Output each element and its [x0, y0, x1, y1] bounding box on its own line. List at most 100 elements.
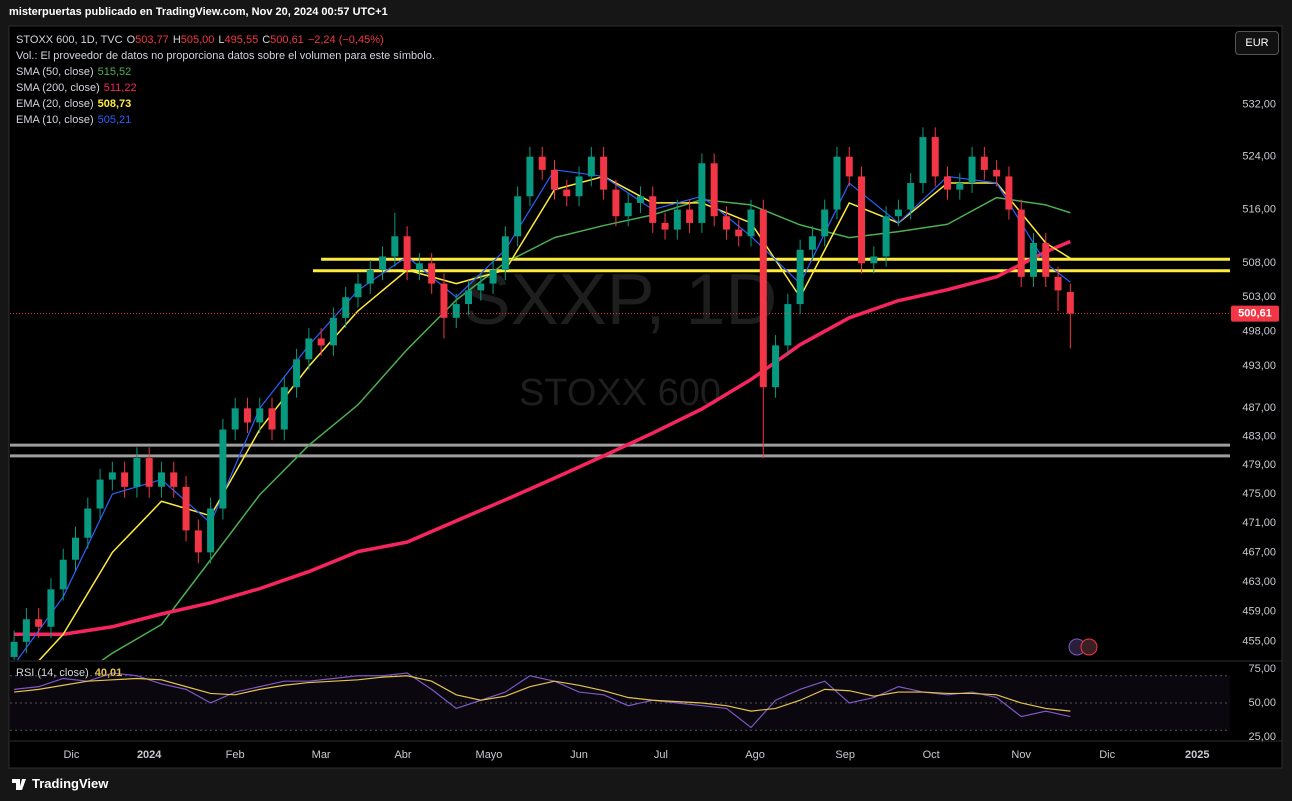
currency-button[interactable]: EUR: [1235, 31, 1279, 55]
candle-body: [931, 137, 939, 177]
candle-body: [882, 216, 890, 257]
candle-body: [956, 183, 964, 190]
x-tick-label: Dic: [63, 749, 79, 761]
rsi-value: 40,01: [94, 667, 123, 679]
y-tick-label: 459,00: [1242, 606, 1276, 618]
candle-body: [22, 619, 30, 642]
legend-value: 511,22: [103, 82, 137, 94]
rsi-title: RSI (14, close): [16, 667, 89, 679]
ohlc-key: O: [126, 34, 136, 46]
candle-body: [207, 508, 215, 553]
legend-name: EMA (20, close): [16, 98, 94, 110]
candle-body: [72, 537, 80, 560]
candle-body: [993, 169, 1001, 177]
rsi-line: [14, 675, 1071, 712]
candle-body: [1029, 243, 1037, 277]
candle-body: [305, 338, 313, 360]
x-tick-label: Dic: [1099, 749, 1115, 761]
rsi-legend: RSI (14, close) 40,01: [16, 667, 122, 679]
x-tick-label: Abr: [394, 749, 411, 761]
candle-body: [157, 472, 165, 487]
candle-body: [391, 236, 399, 257]
legend-name: SMA (50, close): [16, 66, 94, 78]
candle-body: [759, 209, 767, 388]
change: −2,24 (−0,45%): [307, 34, 384, 46]
candle-body: [1054, 276, 1062, 291]
x-tick-label: Nov: [1011, 749, 1031, 761]
candle-body: [735, 229, 743, 237]
candle-body: [821, 209, 829, 237]
candle-body: [477, 283, 485, 291]
legend-row: STOXX 600, 1D, TVC O503,77 H505,00 L495,55 C…: [16, 32, 435, 48]
candle-body: [465, 290, 473, 305]
legend-value: 515,52: [97, 66, 132, 78]
candle-body: [1066, 291, 1074, 314]
candle-body: [1005, 176, 1013, 210]
candle-body: [673, 209, 681, 230]
ohlc-key: H: [172, 34, 181, 46]
candle-body: [108, 472, 116, 480]
legend-value: 508,73: [97, 98, 132, 110]
ohlc-value: 505,00: [180, 34, 215, 46]
y-tick-label: 498,00: [1242, 325, 1276, 337]
candle-body: [96, 479, 104, 509]
candle-body: [858, 176, 866, 264]
candle-body: [268, 408, 276, 430]
candle-body: [1017, 209, 1025, 277]
candle-body: [526, 156, 534, 197]
moving-average: [101, 196, 1071, 660]
candle-body: [280, 387, 288, 430]
watermark-symbol: SXXP, 1D: [463, 260, 778, 340]
candle-body: [231, 408, 239, 430]
candle-body: [440, 283, 448, 318]
volume-note: Vol.: El proveedor de datos no proporcio…: [16, 50, 435, 62]
candle-body: [587, 156, 595, 177]
candle-body: [366, 270, 374, 284]
candle-body: [10, 641, 18, 657]
candle-body: [489, 270, 497, 284]
x-tick-label: Jun: [570, 749, 588, 761]
y-tick-label: 508,00: [1242, 257, 1276, 269]
candle-body: [121, 472, 129, 487]
candle-body: [624, 202, 632, 217]
legend-name: EMA (10, close): [16, 114, 94, 126]
candle-body: [354, 283, 362, 298]
candle-body: [722, 216, 730, 230]
last-price-box: [1231, 305, 1279, 322]
candle-body: [968, 156, 976, 184]
candle-body: [84, 508, 92, 538]
candle-body: [661, 222, 669, 230]
rsi-line: [14, 672, 1071, 729]
x-tick-label: Feb: [226, 749, 245, 761]
candle-body: [428, 263, 436, 284]
y-tick-label: 467,00: [1242, 546, 1276, 558]
candle-body: [403, 236, 411, 271]
candle-body: [538, 156, 546, 170]
candle-body: [47, 589, 55, 627]
candle-body: [686, 209, 694, 223]
legend-value: 505,21: [97, 114, 132, 126]
rsi-tick-label: 75,00: [1248, 663, 1276, 675]
y-tick-label: 532,00: [1242, 99, 1276, 111]
ohlc-value: 495,55: [224, 34, 259, 46]
candle-body: [1042, 243, 1050, 277]
candle-body: [894, 209, 902, 217]
candle-body: [329, 317, 337, 346]
candle-body: [550, 169, 558, 190]
rsi-pane: [10, 672, 1230, 731]
candle-body: [563, 189, 571, 197]
x-tick-label: Sep: [835, 749, 855, 761]
rsi-tick-label: 25,00: [1248, 731, 1276, 743]
y-tick-label: 483,00: [1242, 431, 1276, 443]
candle-body: [944, 176, 952, 190]
y-tick-label: 487,00: [1242, 402, 1276, 414]
y-tick-label: 479,00: [1242, 459, 1276, 471]
candle-body: [182, 486, 190, 531]
candle-body: [747, 209, 755, 237]
x-tick-label: 2024: [137, 749, 162, 761]
x-tick-label: Mayo: [476, 749, 503, 761]
indicator-icon[interactable]: [1080, 638, 1098, 656]
candle-body: [452, 304, 460, 318]
candle-body: [710, 163, 718, 217]
candle-body: [784, 304, 792, 346]
